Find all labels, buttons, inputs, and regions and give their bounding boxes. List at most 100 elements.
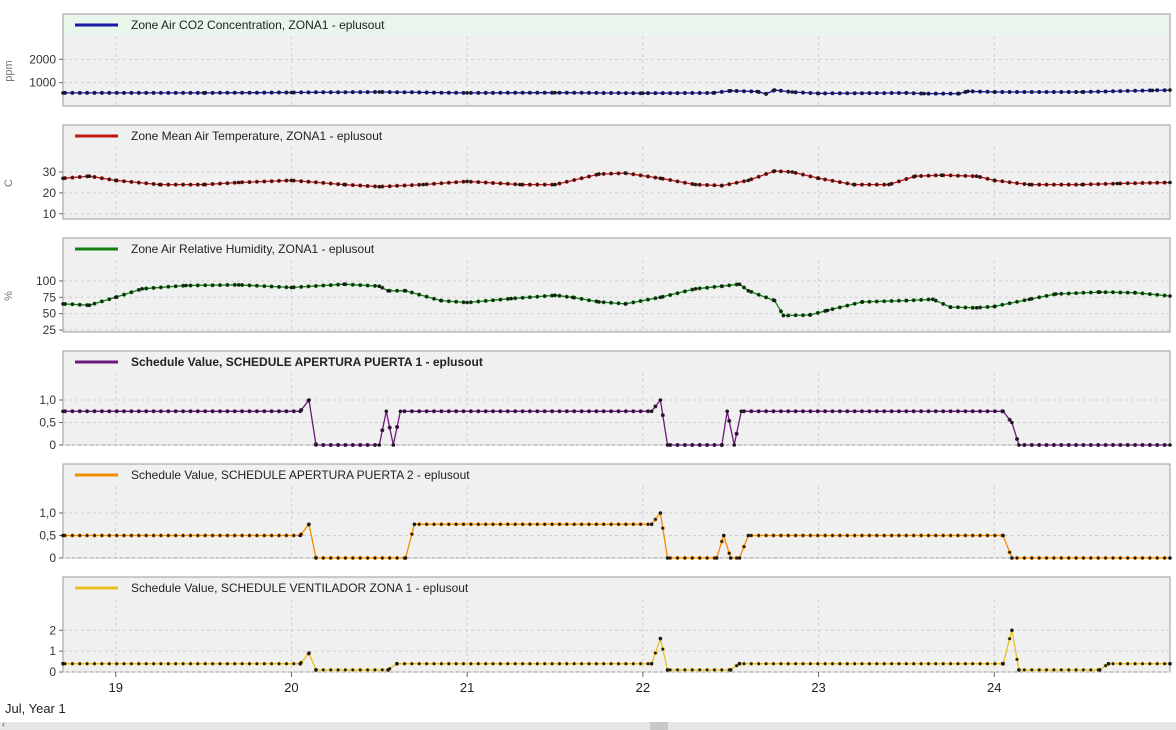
series-point [601,409,606,414]
series-point [1029,667,1034,672]
series-point [970,89,975,94]
y-axis-unit-label: ppm [3,60,15,81]
series-point [409,409,414,414]
y-tick-label: 1,0 [39,506,56,520]
series-point [461,179,466,184]
series-point [254,179,259,184]
horizontal-scrollbar[interactable]: ‹ [0,719,1176,730]
y-tick-label: 10 [43,207,57,221]
series-point [358,555,363,560]
legend-label[interactable]: Schedule Value, SCHEDULE APERTURA PUERTA… [131,468,470,482]
series-point [564,522,569,527]
series-point [732,443,736,447]
series-point [631,300,636,305]
legend-label[interactable]: Schedule Value, SCHEDULE APERTURA PUERTA… [131,355,483,369]
legend-label[interactable]: Zone Air CO2 Concentration, ZONA1 - eplu… [131,18,385,32]
series-point [498,90,503,95]
legend-label[interactable]: Zone Air Relative Humidity, ZONA1 - eplu… [131,242,375,256]
series-point [638,522,643,527]
series-point [1074,442,1079,447]
series-point [933,533,938,538]
series-point [431,661,436,666]
series-point [431,181,436,186]
series-point [1007,301,1012,306]
series-point [343,90,348,95]
series-point [409,90,414,95]
series-point [166,533,171,538]
series-point [377,443,382,447]
series-point [321,555,326,560]
series-point [1081,667,1086,672]
series-point [218,533,223,538]
series-point [446,90,451,95]
series-point [144,90,149,95]
series-point [380,428,385,433]
scrollbar-thumb[interactable] [650,722,668,730]
series-point [307,522,311,527]
series-point [151,90,156,95]
series-point [129,533,134,538]
series-point [705,442,710,447]
series-point [1007,417,1012,422]
series-point [262,661,267,666]
series-point [653,296,658,301]
series-point [572,409,577,414]
series-point [601,91,606,96]
series-point [350,667,355,672]
series-point [1133,442,1138,447]
series-point [764,295,769,300]
series-point [247,90,252,95]
series-point [439,181,444,186]
series-point [395,555,400,560]
series-point [1007,90,1012,95]
series-point [490,298,495,303]
series-point [1133,661,1138,666]
series-point [1007,550,1012,555]
series-point [99,661,104,666]
series-point [210,533,215,538]
series-point [867,299,872,304]
y-tick-label: 1,0 [39,393,56,407]
series-point [948,533,953,538]
series-point [1044,442,1049,447]
legend-label[interactable]: Schedule Value, SCHEDULE VENTILADOR ZONA… [131,581,469,595]
series-point [61,661,65,666]
legend-label[interactable]: Zone Mean Air Temperature, ZONA1 - eplus… [131,129,383,143]
series-point [790,90,794,94]
series-point [505,661,510,666]
chart-panel-6[interactable] [62,576,1171,673]
y-tick-label: 1 [49,644,56,658]
series-point [1074,555,1079,560]
series-point [845,91,850,96]
series-point [579,296,584,301]
series-point [734,431,739,436]
y-axis-unit-label: C [3,179,15,187]
series-point [889,298,894,303]
series-point [365,283,370,288]
series-point [218,90,223,95]
series-point [421,182,426,187]
chart-panel-4[interactable] [62,350,1171,446]
series-point [1066,442,1071,447]
chart-panel-5[interactable] [62,463,1171,559]
series-point [122,661,127,666]
series-point [409,532,414,537]
series-point [919,661,924,666]
series-point [852,533,857,538]
series-point [61,409,65,414]
series-point [254,533,259,538]
series-point [911,298,916,303]
series-point [387,425,392,430]
series-point [1168,443,1172,447]
series-point [1140,181,1145,186]
series-point [461,300,466,305]
series-point [623,171,628,175]
series-point [158,409,163,414]
series-point [830,409,835,414]
series-point [631,409,636,414]
series-point [262,533,267,538]
series-point [535,522,540,527]
series-point [553,182,557,187]
y-tick-label: 2 [49,623,56,637]
scroll-left-arrow-icon[interactable]: ‹ [2,719,5,729]
